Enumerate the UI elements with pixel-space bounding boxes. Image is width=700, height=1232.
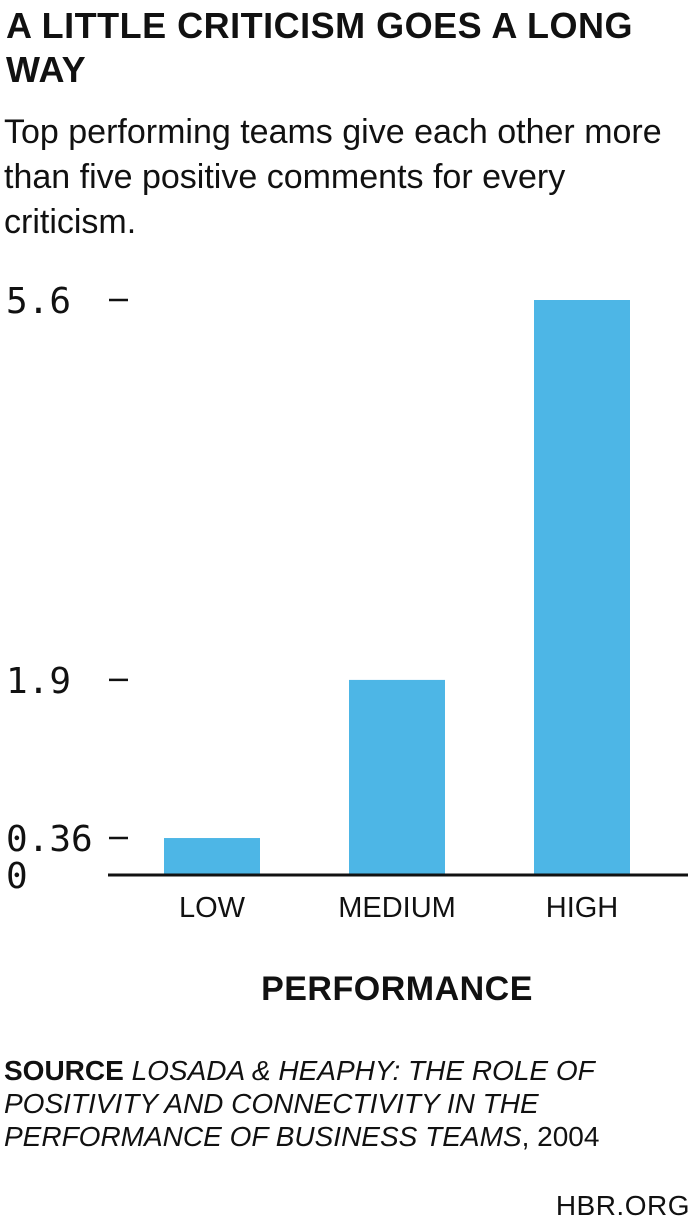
y-tick-label: 5.6 — [6, 281, 71, 322]
source-label: SOURCE — [4, 1055, 124, 1086]
y-tick-label: 1.9 — [6, 661, 71, 702]
source-note: SOURCE LOSADA & HEAPHY: THE ROLE OF POSI… — [4, 1054, 684, 1153]
bar-low — [164, 838, 260, 875]
x-axis-title: PERFORMANCE — [261, 970, 533, 1008]
y-tick-label: 0.36 — [6, 819, 93, 860]
x-axis: LOW MEDIUM HIGH — [179, 892, 618, 924]
bar-medium — [349, 679, 445, 875]
x-tick-label: LOW — [179, 892, 246, 924]
chart-title: A LITTLE CRITICISM GOES A LONG WAY — [6, 5, 633, 90]
source-title: LOSADA & HEAPHY: THE ROLE OF POSITIVITY … — [4, 1055, 595, 1152]
bars-group — [164, 300, 630, 875]
y-tick-label: 0 — [6, 856, 28, 897]
x-tick-label: MEDIUM — [338, 892, 456, 924]
bar-chart: 00.36 1.9 5.6 LOW MEDIUM HIGH PERFORMANCE — [6, 281, 688, 1008]
bar-high — [534, 300, 630, 875]
source-year: , 2004 — [521, 1121, 600, 1152]
publisher-credit: HBR.ORG — [555, 1190, 690, 1221]
y-axis: 00.36 1.9 5.6 — [6, 281, 128, 897]
x-tick-label: HIGH — [546, 892, 619, 924]
chart-subtitle: Top performing teams give each other mor… — [4, 113, 662, 241]
